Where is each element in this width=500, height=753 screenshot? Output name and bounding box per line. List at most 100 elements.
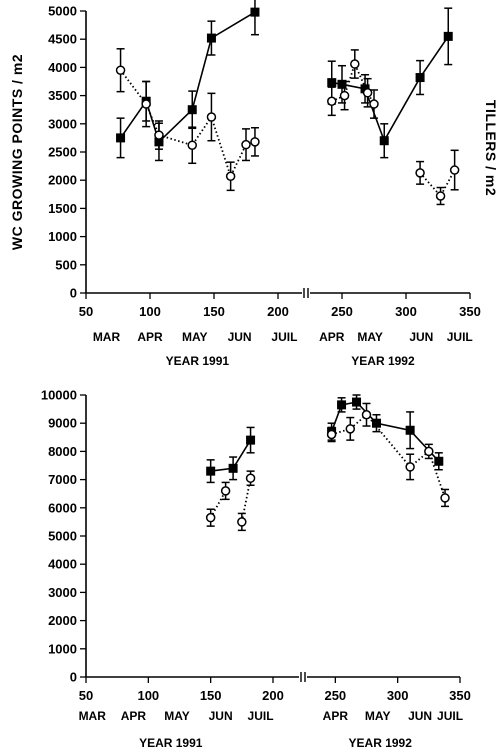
bottom-growing-points-point [206,466,216,476]
top-x-tick-label: 200 [267,304,289,319]
bottom-x-tick-label: 150 [200,688,222,703]
top-growing-points-point [250,7,260,17]
bottom-chart-panel: 0 1000 2000 3000 4000 5000 6000 7000 8000 9000 100… [41,388,471,751]
top-x-tick-label: 300 [395,304,417,319]
top-x-tick-label: 150 [203,304,225,319]
bottom-y-tick-label: 10000 [41,388,77,403]
top-growing-points-line [331,35,449,143]
bottom-x-tick-label: 300 [387,688,409,703]
top-y-tick-label: 1500 [48,201,77,216]
top-tillers-line [419,169,456,198]
bottom-month-label: JUIL [437,709,463,723]
top-growing-points-series [116,0,453,162]
top-tillers-point [339,90,350,101]
bottom-growing-points-point [405,425,415,435]
top-month-label: APR [319,330,345,344]
top-y-tick-label: 3000 [48,116,77,131]
top-tillers-point [187,140,197,150]
top-y-tick-label: 0 [70,286,77,301]
bottom-tillers-point [424,446,434,457]
bottom-year-label: YEAR 1991 [139,736,203,750]
top-x-tick-label: 100 [139,304,161,319]
bottom-tillers-point [245,473,256,483]
top-x-tick-label: 250 [331,304,353,319]
top-growing-points-point [337,79,347,89]
top-month-label: MAY [357,330,383,344]
top-month-label: JUN [228,330,252,344]
top-growing-points-line [119,11,256,144]
top-tillers-point [241,139,251,150]
bottom-month-label: MAY [365,709,391,723]
top-tillers-point [225,171,236,182]
top-y-tick-label: 2500 [48,145,77,160]
bottom-x-tick-label: 200 [262,688,284,703]
top-axis-break-marker [302,288,310,298]
top-tillers-point [141,99,151,109]
bottom-month-label: JUN [209,709,233,723]
top-y-tick-label: 4500 [48,32,77,47]
top-tillers-line [119,69,256,179]
top-month-label: JUN [409,330,433,344]
bottom-y-tick-label: 8000 [48,444,77,459]
top-growing-points-point [379,136,389,146]
top-growing-points-point [116,133,126,143]
bottom-y-tick-label: 1000 [48,641,77,656]
top-x-tick-label: 50 [79,304,93,319]
top-month-label: JUIL [271,330,297,344]
top-y-tick-label: 4000 [48,60,77,75]
top-tillers-point [206,112,217,122]
bottom-tillers-point [326,429,337,440]
top-tillers-point [435,191,446,201]
bottom-x-tick-label: 350 [449,688,471,703]
top-growing-points-point [206,33,216,43]
top-month-label: JUIL [447,330,473,344]
top-tillers-point [250,137,260,147]
bottom-tillers-point [405,462,415,472]
top-growing-points-point [327,78,337,88]
y-axis-title-right: TILLERS / m2 [483,100,499,196]
bottom-x-tick-label: 100 [137,688,159,703]
top-tillers-point [350,59,360,69]
bottom-y-tick-label: 5000 [48,529,77,544]
top-tillers-series [115,48,460,206]
bottom-growing-points-point [434,456,444,466]
top-tillers-point [369,99,379,109]
bottom-month-label: MAY [164,709,190,723]
top-growing-points-point [443,31,453,41]
top-y-tick-label: 3500 [48,88,77,103]
bottom-month-label: JUIL [248,709,274,723]
top-tillers-point [115,65,126,75]
top-tillers-point [154,130,164,140]
bottom-tillers-point [205,512,216,523]
bottom-month-label: APR [323,709,349,723]
top-month-label: MAY [182,330,208,344]
bottom-month-label: APR [121,709,147,723]
bottom-y-tick-label: 4000 [48,557,77,572]
bottom-tillers-point [220,486,231,496]
bottom-growing-points-point [246,435,256,445]
bottom-y-tick-label: 9000 [48,416,77,431]
bottom-axis-break-gap [299,672,307,682]
bottom-y-tick-label: 7000 [48,472,77,487]
top-tillers-point [327,96,337,106]
bottom-tillers-series [205,402,450,532]
top-year-label: YEAR 1991 [166,354,230,368]
bottom-tillers-point [345,424,356,434]
top-x-tick-label: 350 [459,304,481,319]
top-axis-break-gap [302,288,310,298]
bottom-y-tick-label: 3000 [48,585,77,600]
bottom-tillers-line [209,490,227,519]
bottom-x-tick-label: 50 [79,688,93,703]
top-growing-points-point [187,105,197,115]
top-tillers-point [449,165,460,175]
bottom-y-tick-label: 0 [70,670,77,685]
top-y-tick-label: 5000 [48,4,77,19]
top-growing-points-point [415,73,425,83]
bottom-tillers-point [361,409,372,420]
top-y-tick-label: 500 [55,257,77,272]
bottom-y-tick-label: 2000 [48,613,77,628]
y-axis-title-left: WC GROWING POINTS / m2 [9,54,25,250]
bottom-tillers-point [237,517,247,527]
bottom-growing-points-point [337,400,347,410]
